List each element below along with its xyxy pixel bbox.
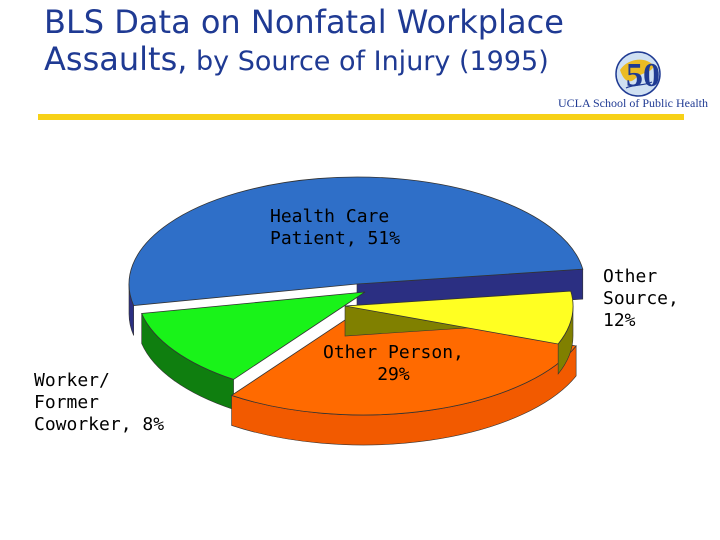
ucla-50th-logo: 50 bbox=[596, 44, 704, 112]
label-other-person: Other Person, 29% bbox=[323, 342, 464, 385]
title-line-2-main: Assaults, bbox=[44, 39, 188, 78]
title-line-2: Assaults, by Source of Injury (1995) bbox=[44, 39, 564, 78]
logo-caption: UCLA School of Public Health bbox=[558, 96, 708, 110]
title-line-1: BLS Data on Nonfatal Workplace bbox=[44, 3, 564, 41]
pie-slice-other-person bbox=[230, 307, 577, 446]
logo-badge-text: 50 bbox=[626, 57, 660, 94]
title-line-2-rest: by Source of Injury (1995) bbox=[187, 45, 549, 77]
label-other-source: Other Source, 12% bbox=[603, 266, 679, 331]
pie-slice-worker-former-coworker bbox=[344, 290, 574, 375]
label-health-care-patient: Health Care Patient, 51% bbox=[270, 206, 401, 249]
title-underline bbox=[38, 114, 684, 120]
pie-slice-other-source bbox=[141, 291, 366, 410]
page-title: BLS Data on Nonfatal Workplace Assaults,… bbox=[44, 4, 564, 78]
label-worker-former-coworker: Worker/ Former Coworker, 8% bbox=[34, 370, 165, 435]
globe-icon bbox=[615, 51, 661, 97]
